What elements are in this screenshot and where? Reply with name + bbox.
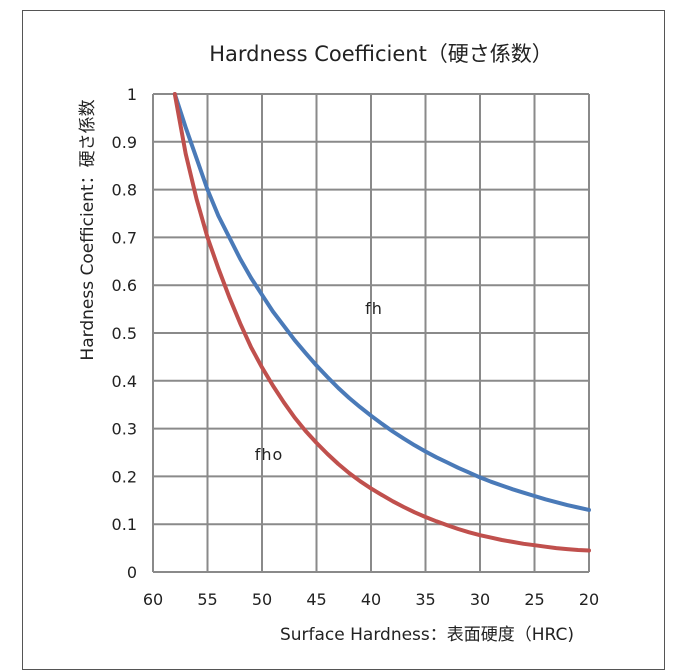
grid (152, 93, 590, 573)
x-tick-label: 30 (470, 590, 490, 609)
y-tick-label: 0.3 (112, 420, 137, 439)
x-tick-label: 50 (252, 590, 272, 609)
y-tick-label: 0.2 (112, 467, 137, 486)
y-tick-label: 0.1 (112, 515, 137, 534)
y-tick-label: 1 (127, 85, 137, 104)
x-tick-label: 35 (415, 590, 435, 609)
series-line-fh (172, 92, 591, 512)
series-line-fho (172, 92, 591, 553)
x-tick-label: 40 (361, 590, 381, 609)
x-axis-label: Surface Hardness：表面硬度（HRC) (280, 625, 574, 645)
series-group (172, 92, 591, 553)
x-tick-label: 45 (306, 590, 326, 609)
y-tick-label: 0.9 (112, 133, 137, 152)
y-tick-label: 0.6 (112, 276, 137, 295)
y-tick-label: 0.4 (112, 372, 137, 391)
x-tick-label: 20 (579, 590, 599, 609)
y-tick-label: 0 (127, 563, 137, 582)
annotation-fh: fh (365, 299, 383, 318)
chart-frame (22, 10, 665, 670)
y-tick-label: 0.7 (112, 228, 137, 247)
annotation-fho: fho (255, 445, 284, 464)
chart-title: Hardness Coefficient（硬さ係数） (209, 42, 553, 66)
tick-labels: 60 55 50 45 40 35 30 25 20 0 0.1 0.2 0.3 0.4 0.5 0.6 0.7… (112, 85, 600, 609)
x-tick-label: 55 (197, 590, 217, 609)
y-axis-label: Hardness Coefficient：硬さ係数 (78, 99, 98, 360)
chart-canvas: Hardness Coefficient（硬さ係数） 60 55 50 45 40 35 3… (78, 42, 600, 645)
x-tick-label: 60 (143, 590, 163, 609)
x-tick-label: 25 (524, 590, 544, 609)
y-tick-label: 0.8 (112, 181, 137, 200)
y-tick-label: 0.5 (112, 324, 137, 343)
